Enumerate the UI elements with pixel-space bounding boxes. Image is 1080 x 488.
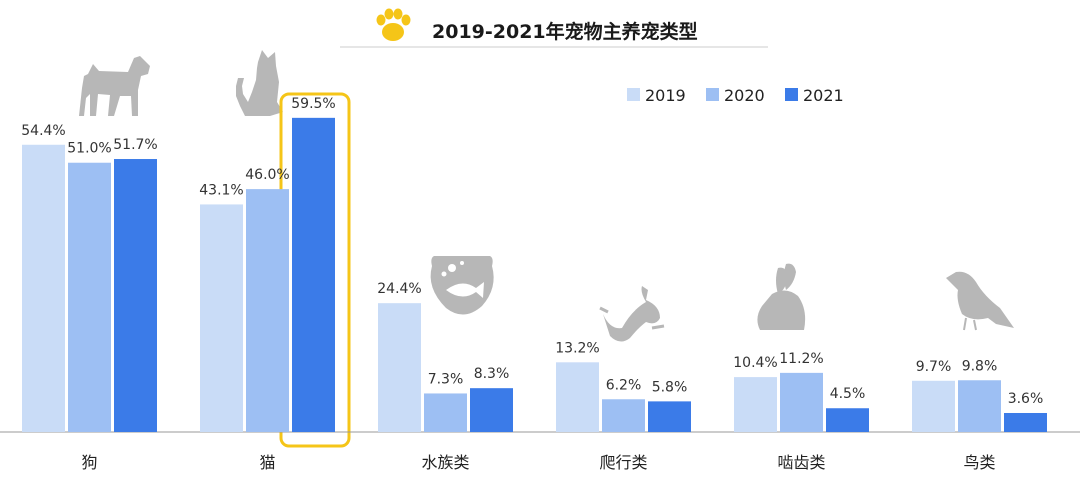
bar-4-2021 <box>826 408 869 432</box>
bar-2-2019 <box>378 303 421 432</box>
bar-4-2020 <box>780 372 823 432</box>
value-label-2-2020: 7.3% <box>428 371 464 387</box>
dog-icon <box>79 56 150 116</box>
value-label-3-2020: 6.2% <box>606 377 642 393</box>
bar-3-2019 <box>556 362 599 432</box>
legend-label-2019: 2019 <box>645 86 686 105</box>
paw-icon <box>376 8 411 41</box>
legend-swatch-2021 <box>785 88 798 101</box>
bar-1-2021 <box>292 117 335 432</box>
value-label-3-2019: 13.2% <box>555 340 599 356</box>
bars-layer <box>22 117 1047 433</box>
value-labels-layer: 54.4%51.0% 51.7% 43.1%46.0% 59.5% 24.4% 7.3% 8… <box>21 96 1043 407</box>
value-label-1-2021: 59.5% <box>291 96 335 112</box>
bar-3-2021 <box>648 401 691 432</box>
value-label-1-2019: 43.1% <box>199 182 243 198</box>
bar-1-2020 <box>246 189 289 432</box>
bar-0-2019 <box>22 144 65 432</box>
value-label-1-2020: 46.0% <box>245 167 289 183</box>
chart-title: 2019-2021年宠物主养宠类型 <box>432 20 698 43</box>
bar-3-2020 <box>602 399 645 432</box>
value-label-4-2020: 11.2% <box>779 351 823 367</box>
bar-4-2019 <box>734 377 777 432</box>
bar-5-2019 <box>912 380 955 432</box>
bird-icon <box>946 271 1014 331</box>
legend-swatch-2019 <box>627 88 640 101</box>
category-labels-layer: 狗 猫 水族类 爬行类 啮齿类 鸟类 <box>81 453 995 472</box>
category-label-3: 爬行类 <box>599 453 647 472</box>
value-label-2-2021: 8.3% <box>474 366 510 382</box>
fish-bowl-icon <box>430 256 494 315</box>
value-label-3-2021: 5.8% <box>652 379 688 395</box>
cat-icon <box>236 50 283 116</box>
category-label-5: 鸟类 <box>963 453 995 472</box>
value-label-0-2021: 51.7% <box>113 137 157 153</box>
value-label-5-2021: 3.6% <box>1008 391 1044 407</box>
value-label-4-2021: 4.5% <box>830 386 866 402</box>
bar-2-2020 <box>424 393 467 432</box>
legend: 2019 2020 2021 <box>627 86 844 105</box>
lizard-icon <box>599 286 665 342</box>
category-label-4: 啮齿类 <box>777 453 825 472</box>
rabbit-icon <box>757 263 806 330</box>
chart-title-group: 2019-2021年宠物主养宠类型 <box>340 8 768 48</box>
value-label-5-2020: 9.8% <box>962 358 998 374</box>
bar-5-2020 <box>958 380 1001 432</box>
bar-0-2021 <box>114 159 157 433</box>
legend-label-2021: 2021 <box>803 86 844 105</box>
bar-1-2019 <box>200 204 243 432</box>
value-label-5-2019: 9.7% <box>916 359 952 375</box>
value-label-4-2019: 10.4% <box>733 355 777 371</box>
category-label-2: 水族类 <box>421 453 469 472</box>
bar-5-2021 <box>1004 412 1047 432</box>
bar-2-2021 <box>470 388 513 432</box>
category-label-0: 狗 <box>81 453 97 472</box>
value-label-2-2019: 24.4% <box>377 281 421 297</box>
value-label-0-2020: 51.0% <box>67 141 111 157</box>
bar-0-2020 <box>68 162 111 432</box>
legend-swatch-2020 <box>706 88 719 101</box>
value-label-0-2019: 54.4% <box>21 123 65 139</box>
category-label-1: 猫 <box>259 453 275 472</box>
legend-label-2020: 2020 <box>724 86 765 105</box>
